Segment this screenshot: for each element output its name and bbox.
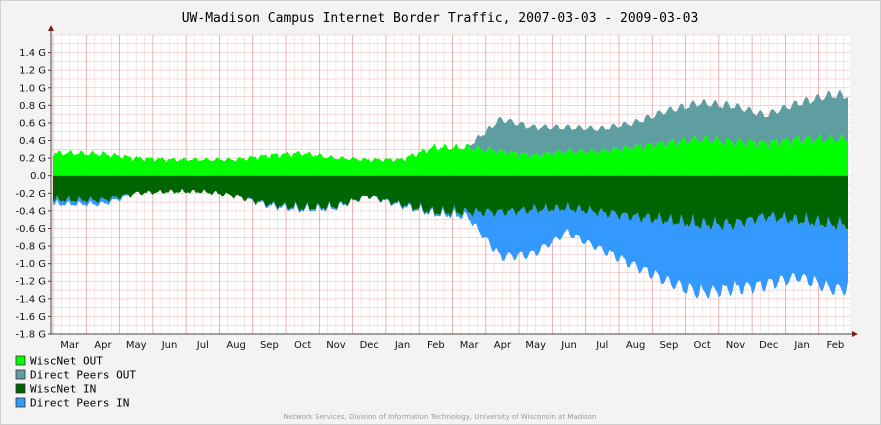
x-tick-label: Feb [427, 340, 445, 351]
y-tick-label: -1.0 G [16, 259, 46, 270]
legend-swatch-wiscnet-out [15, 355, 26, 366]
y-tick-label: -0.6 G [16, 224, 46, 235]
y-tick-label: 1.0 G [19, 83, 46, 94]
x-tick-labels: Mar Apr May Jun Jul Aug Sep Oct Nov Dec Jan Feb Mar A… [60, 340, 844, 351]
x-tick-label: Dec [360, 340, 379, 351]
legend-label: Direct Peers OUT [30, 369, 136, 382]
x-tick-label: May [126, 340, 147, 351]
x-tick-label: Feb [826, 340, 844, 351]
x-tick-label: Jun [161, 340, 178, 351]
y-tick-label: 0.0 [30, 171, 46, 182]
x-tick-label: Dec [759, 340, 778, 351]
x-tick-label: Jan [394, 340, 410, 351]
y-tick-label: -0.2 G [16, 189, 46, 200]
y-axis-arrow [48, 25, 54, 31]
legend-label: Direct Peers IN [30, 397, 129, 410]
x-axis-arrow [852, 331, 858, 337]
x-tick-label: Apr [94, 340, 112, 351]
wiscnet-in-area [53, 175, 848, 231]
x-tick-label: Jul [196, 340, 209, 351]
legend-swatch-direct-peers-in [15, 397, 26, 408]
y-tick-label: -1.4 G [16, 294, 46, 305]
x-tick-label: May [525, 340, 546, 351]
y-tick-label: 0.4 G [19, 136, 46, 147]
x-tick-label: Nov [326, 340, 346, 351]
x-tick-label: Jun [560, 340, 577, 351]
y-tick-label: -1.8 G [16, 330, 46, 341]
x-tick-label: Aug [626, 340, 646, 351]
x-tick-label: Aug [226, 340, 246, 351]
y-tick-label: 0.2 G [19, 154, 46, 165]
x-tick-label: Mar [460, 340, 480, 351]
wiscnet-out-area [53, 134, 848, 176]
direct-peers-in-area [53, 188, 848, 299]
y-tick-label: 1.2 G [19, 66, 46, 77]
x-tick-label: Sep [659, 340, 678, 351]
footer-credit: Network Services, Division of Informatio… [284, 413, 597, 421]
chart-title: UW-Madison Campus Internet Border Traffi… [182, 11, 699, 26]
legend-swatch-wiscnet-in [15, 383, 26, 394]
direct-peers-out-area [53, 89, 848, 163]
legend-swatch-direct-peers-out [15, 369, 26, 380]
x-tick-label: Mar [60, 340, 80, 351]
x-tick-label: Sep [260, 340, 279, 351]
x-tick-label: Apr [494, 340, 512, 351]
x-tick-label: Jan [793, 340, 809, 351]
y-tick-label: -0.8 G [16, 242, 46, 253]
x-tick-label: Jul [595, 340, 608, 351]
y-tick-label: -0.4 G [16, 206, 46, 217]
y-tick-label: 0.8 G [19, 101, 46, 112]
axes [48, 25, 858, 337]
x-tick-label: Nov [726, 340, 746, 351]
y-tick-labels: 1.4 G 1.2 G 1.0 G 0.8 G 0.6 G 0.4 G 0.2 G 0.0 -0… [16, 48, 51, 341]
legend-label: WiscNet OUT [30, 355, 103, 368]
y-tick-label: -1.2 G [16, 277, 46, 288]
y-tick-label: 0.6 G [19, 118, 46, 129]
x-tick-label: Oct [294, 340, 311, 351]
x-tick-label: Oct [694, 340, 711, 351]
y-tick-label: -1.6 G [16, 312, 46, 323]
legend-label: WiscNet IN [30, 383, 96, 396]
series-areas [53, 89, 848, 299]
y-tick-label: 1.4 G [19, 48, 46, 59]
